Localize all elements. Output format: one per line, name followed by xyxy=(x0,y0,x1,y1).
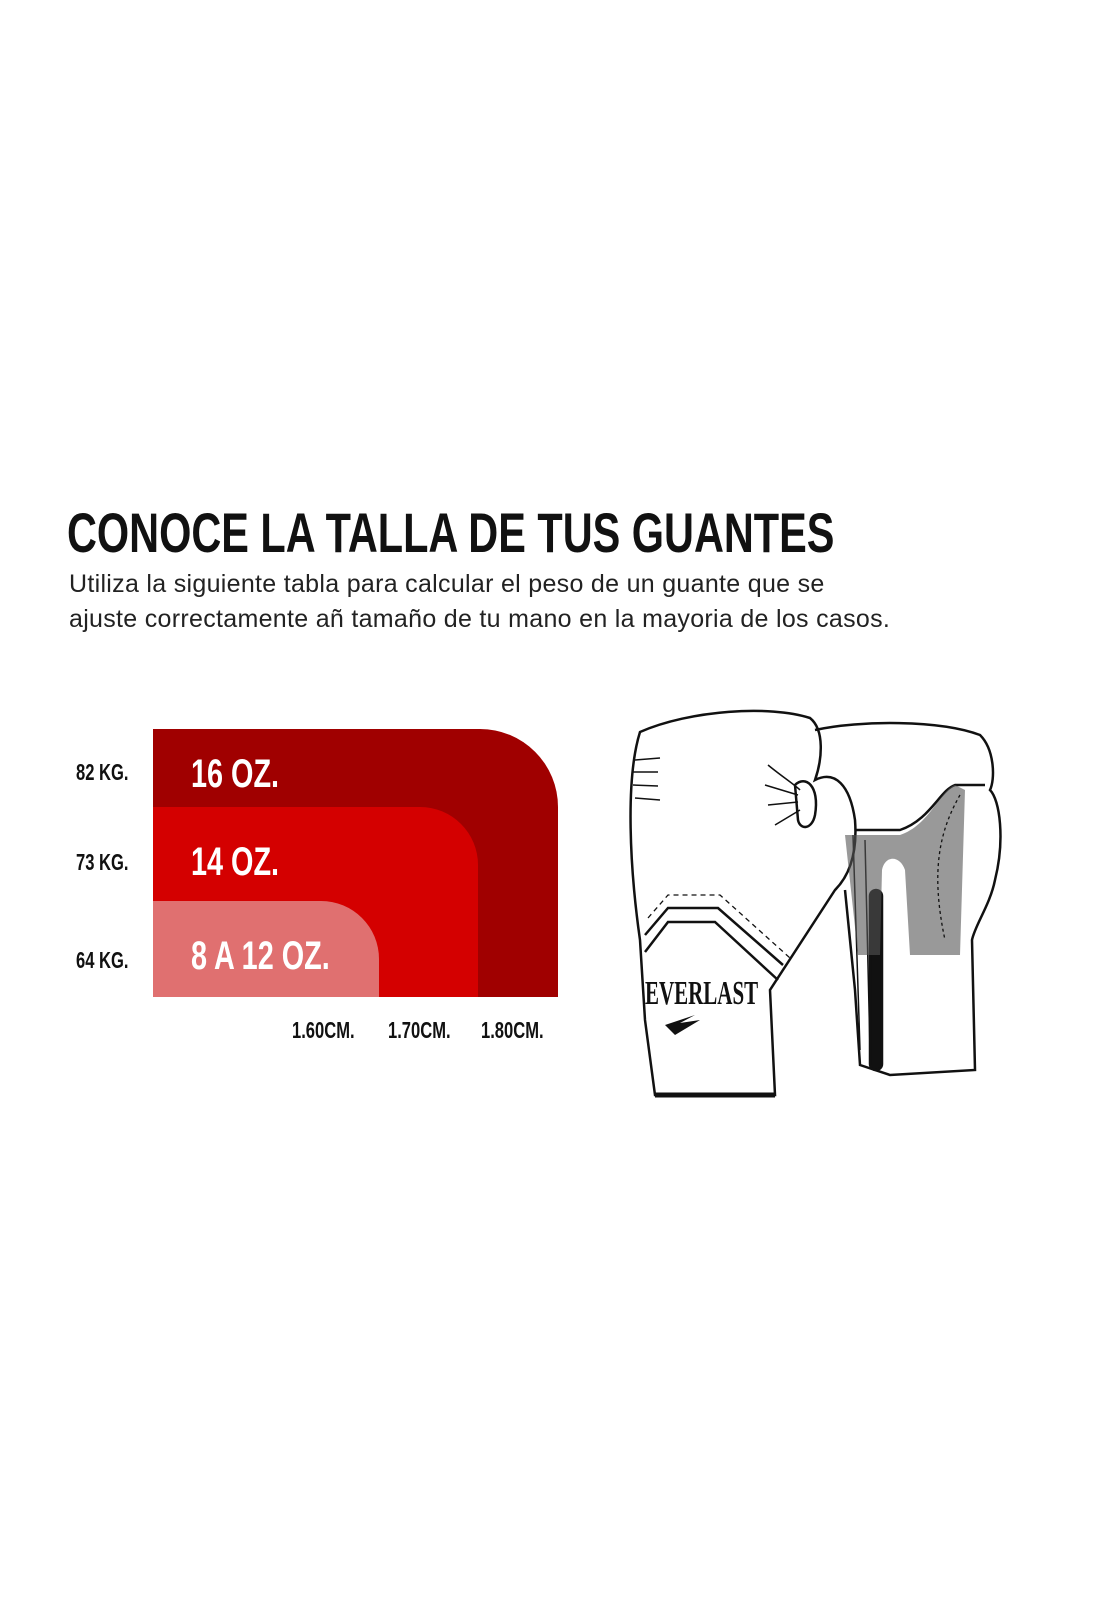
boxing-gloves-illustration: EVERLAST xyxy=(629,709,1002,1098)
subtitle-line-2: ajuste correctamente añ tamaño de tu man… xyxy=(69,605,891,633)
region-label-16oz: 16 OZ. xyxy=(191,752,280,796)
x-tick-160cm: 1.60CM. xyxy=(292,1017,355,1043)
everlast-logo: EVERLAST xyxy=(645,975,758,1012)
y-tick-82kg: 82 KG. xyxy=(76,759,129,785)
page-title: CONOCE LA TALLA DE TUS GUANTES xyxy=(67,501,835,564)
subtitle-line-1: Utiliza la siguiente tabla para calcular… xyxy=(69,570,825,598)
x-tick-180cm: 1.80CM. xyxy=(481,1017,544,1043)
mesh-pattern xyxy=(845,785,965,955)
region-label-14oz: 14 OZ. xyxy=(191,840,280,884)
region-label-8-12oz: 8 A 12 OZ. xyxy=(191,934,330,978)
x-tick-170cm: 1.70CM. xyxy=(388,1017,451,1043)
y-tick-73kg: 73 KG. xyxy=(76,849,129,875)
y-tick-64kg: 64 KG. xyxy=(76,947,129,973)
region-8-12oz xyxy=(153,901,379,997)
